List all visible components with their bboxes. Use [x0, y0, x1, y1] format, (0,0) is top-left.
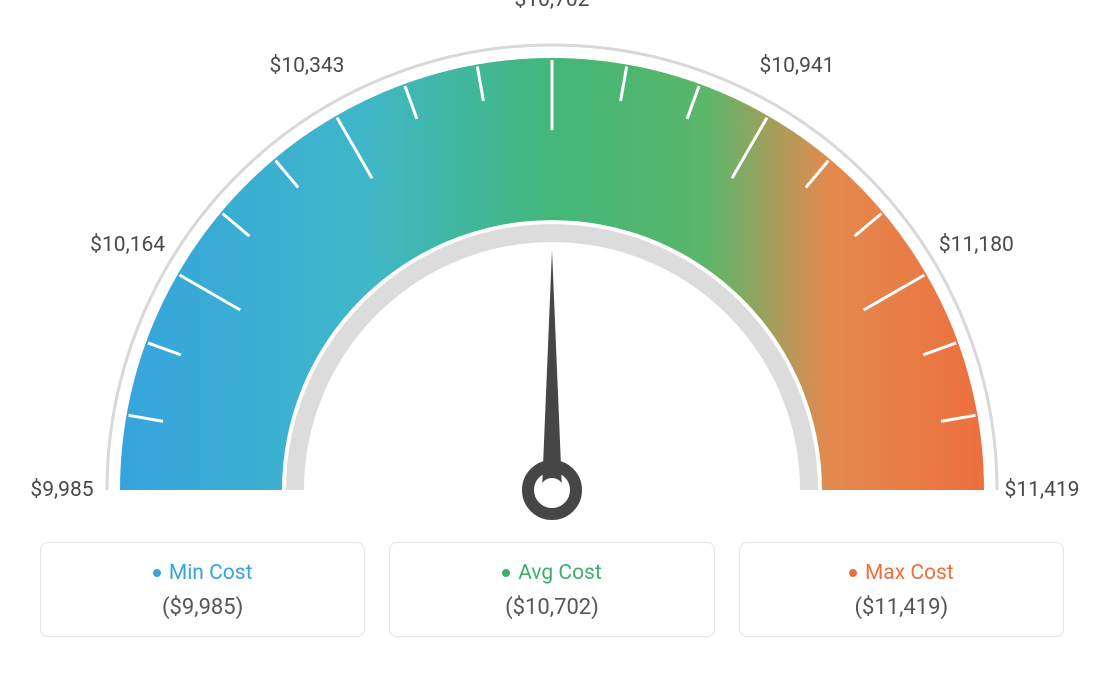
- gauge-tick-label: $10,702: [515, 0, 590, 12]
- cost-gauge: $9,985 $10,164 $10,343 $10,702 $10,941 $11,18…: [0, 0, 1104, 530]
- legend-card-avg: Avg Cost ($10,702): [389, 542, 714, 637]
- gauge-tick-label: $10,941: [760, 54, 835, 78]
- legend-dot-max: [849, 569, 857, 577]
- legend-dot-min: [153, 569, 161, 577]
- gauge-tick-label: $9,985: [30, 478, 93, 502]
- legend-row: Min Cost ($9,985) Avg Cost ($10,702) Max…: [0, 542, 1104, 637]
- legend-card-min: Min Cost ($9,985): [40, 542, 365, 637]
- legend-label-max: Max Cost: [865, 561, 954, 585]
- gauge-tick-label: $11,180: [939, 233, 1014, 257]
- legend-value-avg: ($10,702): [390, 595, 713, 620]
- legend-title-min: Min Cost: [153, 561, 253, 585]
- legend-value-min: ($9,985): [41, 595, 364, 620]
- gauge-svg: [0, 0, 1104, 530]
- legend-label-avg: Avg Cost: [518, 561, 602, 585]
- gauge-tick-label: $10,343: [270, 54, 345, 78]
- legend-dot-avg: [502, 569, 510, 577]
- gauge-tick-label: $11,419: [1005, 478, 1080, 502]
- legend-value-max: ($11,419): [740, 595, 1063, 620]
- legend-title-max: Max Cost: [849, 561, 954, 585]
- legend-title-avg: Avg Cost: [502, 561, 602, 585]
- legend-label-min: Min Cost: [169, 561, 253, 585]
- gauge-tick-label: $10,164: [90, 233, 165, 257]
- legend-card-max: Max Cost ($11,419): [739, 542, 1064, 637]
